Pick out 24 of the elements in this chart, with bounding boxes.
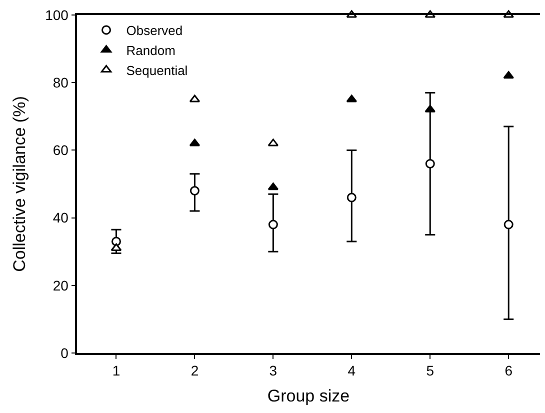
point: [268, 220, 278, 230]
point: [190, 186, 200, 196]
x-axis-title: Group size: [267, 386, 350, 406]
point: [346, 192, 356, 202]
x-tick-label: 2: [190, 362, 199, 379]
legend-label: Random: [126, 42, 176, 58]
y-tick-label: 80: [52, 74, 69, 90]
x-tick-label: 4: [348, 362, 356, 379]
legend-label: Sequential: [126, 62, 188, 78]
y-tick-label: 60: [52, 142, 69, 158]
point: [504, 220, 514, 230]
x-tick-label: 1: [112, 362, 120, 379]
y-tick-label: 0: [60, 344, 69, 361]
point: [425, 158, 435, 168]
y-tick-label: 20: [52, 277, 69, 294]
x-tick-label: 3: [269, 362, 278, 379]
y-tick-label: 100: [45, 6, 69, 23]
legend-label: Observed: [126, 23, 183, 38]
x-tick-label: 5: [426, 362, 434, 379]
point: [111, 236, 121, 246]
y-tick-label: 40: [52, 210, 69, 226]
y-axis-title: Collective vigilance (%): [10, 96, 30, 272]
point: [503, 71, 514, 79]
x-tick-label: 6: [504, 362, 513, 379]
